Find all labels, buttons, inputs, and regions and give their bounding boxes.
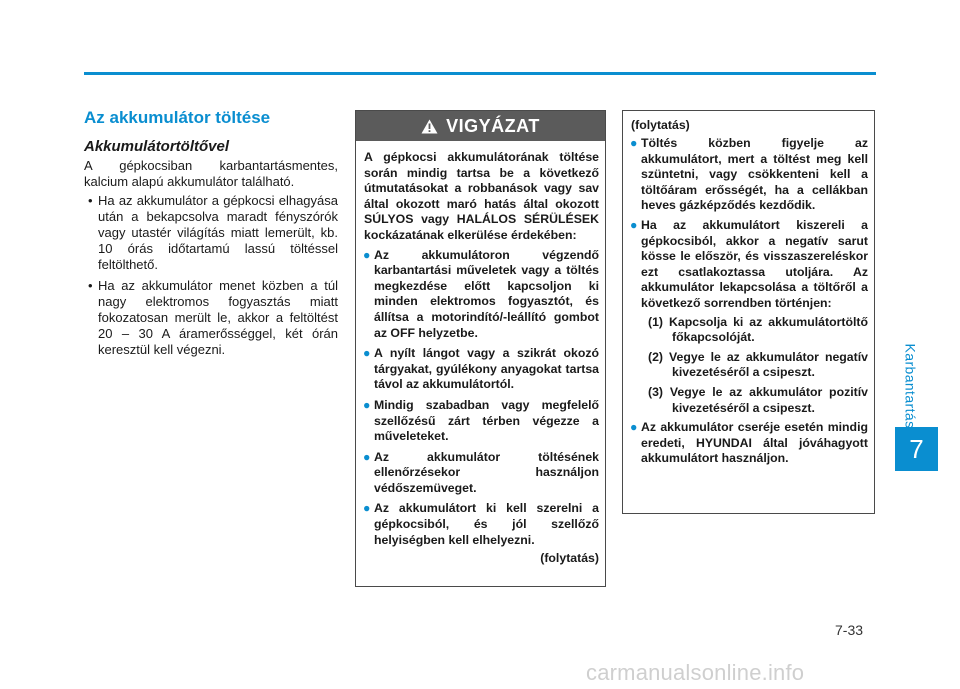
continued-bullet-list: ● Töltés közben figyelje az akkumulátort,… xyxy=(630,136,868,467)
list-item-text: Mindig szabadban vagy megfelelő szellőzé… xyxy=(374,397,599,444)
bullet-dot-icon: ● xyxy=(630,136,638,150)
list-item: ● Töltés közben figyelje az akkumulátort,… xyxy=(630,136,868,214)
list-item: ● Az akkumulátort ki kell szerelni a gépk… xyxy=(363,501,599,548)
list-item: ● Az akkumulátor cseréje esetén mindig er… xyxy=(630,420,868,467)
info-bullet-list: Ha az akkumulátor a gépkocsi elhagyása u… xyxy=(84,193,338,358)
list-item: ● Az akkumulátor töltésének ellenőrzéseko… xyxy=(363,449,599,497)
chapter-tab: 7 xyxy=(895,427,938,471)
list-item-text: Az akkumulátor cseréje esetén mindig ere… xyxy=(641,420,868,466)
bullet-dot-icon: ● xyxy=(363,247,371,262)
bullet-dot-icon: ● xyxy=(630,420,638,435)
list-item-text: Az akkumulátoron végzendő karbantartási … xyxy=(374,247,599,340)
warning-body: A gépkocsi akkumulátorának töltése során… xyxy=(356,141,605,565)
warning-header: VIGYÁZAT xyxy=(356,111,605,141)
section-side-label: Karbantartás xyxy=(898,330,922,442)
warning-box: VIGYÁZAT A gépkocsi akkumulátorának tölt… xyxy=(355,110,606,587)
warning-intro: A gépkocsi akkumulátorának töltése során… xyxy=(364,150,599,242)
bullet-dot-icon: ● xyxy=(363,346,371,361)
left-column: Az akkumulátor töltése Akkumulátortöltőv… xyxy=(84,108,338,363)
list-item: ● Mindig szabadban vagy megfelelő szellőz… xyxy=(363,397,599,445)
step-item: (1) Kapcsolja ki az akkumulátortöltő fők… xyxy=(648,314,868,345)
continued-note: (folytatás) xyxy=(540,551,599,566)
section-label-text: Karbantartás xyxy=(902,343,918,429)
list-item: ● A nyílt lángot vagy a szikrát okozó tár… xyxy=(363,346,599,393)
list-item: ● Az akkumulátoron végzendő karbantartási… xyxy=(363,247,599,342)
bullet-dot-icon: ● xyxy=(363,449,371,464)
list-item-text: Az akkumulátort ki kell szerelni a gépko… xyxy=(374,501,599,547)
watermark: carmanualsonline.info xyxy=(586,660,805,685)
intro-paragraph: A gépkocsiban karbantartásmentes, kalciu… xyxy=(84,158,338,189)
page-number: 7-33 xyxy=(835,622,864,638)
list-item-text: Az akkumulátor töltésének ellenőrzésekor… xyxy=(374,449,599,495)
list-item-text: A nyílt lángot vagy a szikrát okozó tárg… xyxy=(374,346,599,392)
list-item: Ha az akkumulátor menet közben a túl nag… xyxy=(84,278,338,358)
header-rule xyxy=(84,72,876,75)
section-title: Az akkumulátor töltése xyxy=(84,108,271,127)
continued-warning-box: (folytatás) ● Töltés közben figyelje az a… xyxy=(622,110,875,514)
list-item: Ha az akkumulátor a gépkocsi elhagyása u… xyxy=(84,193,338,273)
list-item-text: Töltés közben figyelje az akkumulátort, … xyxy=(641,136,868,213)
disconnect-steps: (1) Kapcsolja ki az akkumulátortöltő fők… xyxy=(641,315,868,417)
continued-title: (folytatás) xyxy=(631,118,690,132)
bullet-dot-icon: ● xyxy=(363,397,371,412)
warning-triangle-icon xyxy=(421,119,438,134)
list-item-text: Ha az akkumulátort kiszereli a gépkocsib… xyxy=(641,217,868,310)
section-subtitle: Akkumulátortöltővel xyxy=(84,138,230,155)
bullet-dot-icon: ● xyxy=(630,217,638,232)
list-item: ● Ha az akkumulátort kiszereli a gépkocsi… xyxy=(630,217,868,417)
warning-header-label: VIGYÁZAT xyxy=(446,115,540,136)
bullet-dot-icon: ● xyxy=(363,501,371,516)
step-item: (2) Vegye le az akkumulátor negatív kive… xyxy=(648,349,868,380)
warning-bullet-list: ● Az akkumulátoron végzendő karbantartási… xyxy=(363,247,599,549)
step-item: (3) Vegye le az akkumulátor pozitív kive… xyxy=(648,384,868,415)
